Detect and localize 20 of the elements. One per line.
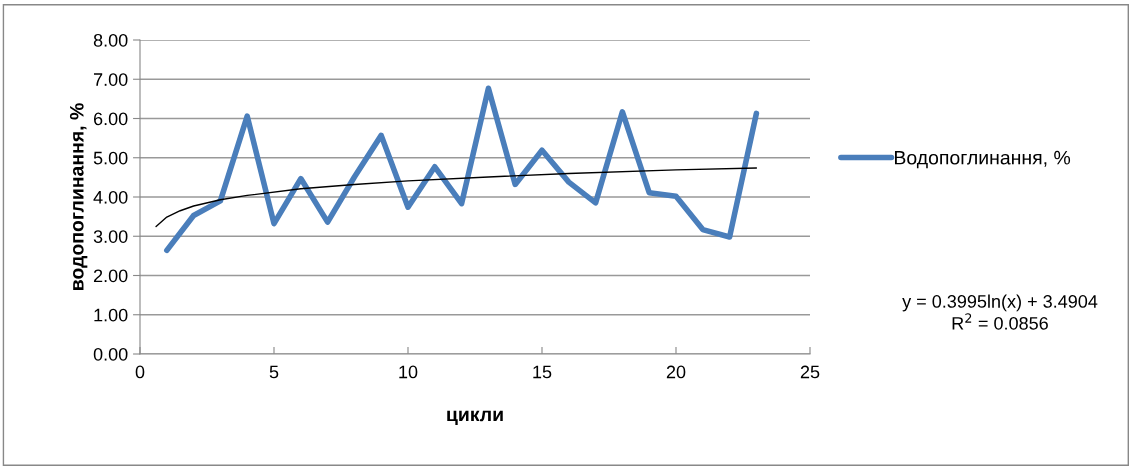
x-axis-title: цикли (447, 410, 503, 425)
y-tick-label: 8.00 (93, 33, 128, 47)
y-axis-title: водопоглинання, % (69, 103, 88, 290)
legend-label: Водопоглинання, % (895, 150, 1071, 169)
y-tick-label: 0.00 (93, 347, 128, 361)
x-tick-label: 10 (399, 365, 418, 379)
y-tick-label: 5.00 (93, 151, 128, 165)
x-tick-label: 25 (800, 365, 820, 379)
x-tick-label: 15 (533, 365, 552, 379)
y-tick-label: 1.00 (94, 308, 128, 322)
line-series (155, 167, 758, 228)
x-tick-label: 5 (269, 365, 279, 379)
y-tick-label: 3.00 (93, 230, 128, 243)
y-tick-label: 6.00 (93, 112, 128, 126)
y-tick-label: 2.00 (93, 269, 128, 283)
text: y = 0.3995ln(x) + 3.4904 R$^{2}$ = 0.0856 (902, 294, 1098, 330)
x-tick-label: 0 (135, 365, 145, 379)
y-tick-label: 7.00 (93, 73, 128, 86)
y-tick-label: 4.00 (93, 190, 128, 204)
x-tick-label: 20 (666, 365, 686, 379)
